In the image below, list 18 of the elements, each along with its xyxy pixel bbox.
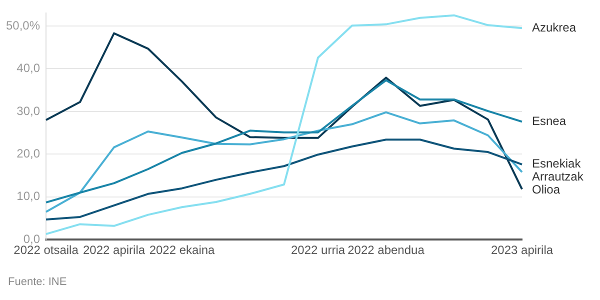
x-tick-label: 2022 abendua: [348, 243, 425, 258]
series-label: Azukrea: [532, 20, 576, 34]
y-tick-label: 0,0: [23, 232, 40, 246]
x-tick-label: 2022 ekaina: [149, 243, 216, 258]
y-tick-label: 20,0: [16, 146, 40, 160]
series-label: Esnekiak: [532, 156, 582, 171]
y-tick-label: 10,0: [16, 189, 40, 204]
y-tick-label: 50,0%: [6, 18, 40, 32]
y-tick-label: 30,0: [16, 104, 40, 118]
series-label: Arrautzak: [532, 170, 584, 184]
series-label: Esnea: [532, 114, 566, 128]
x-tick-label: 2023 apirila: [490, 243, 554, 258]
y-tick-label: 40,0: [16, 61, 40, 76]
x-tick-label: 2022 apirila: [83, 243, 146, 258]
source-note: Fuente: INE: [8, 276, 67, 288]
x-tick-label: 2022 urria: [290, 243, 346, 258]
series-label: Olioa: [532, 182, 560, 197]
x-tick-label: 2022 otsaila: [14, 243, 79, 258]
